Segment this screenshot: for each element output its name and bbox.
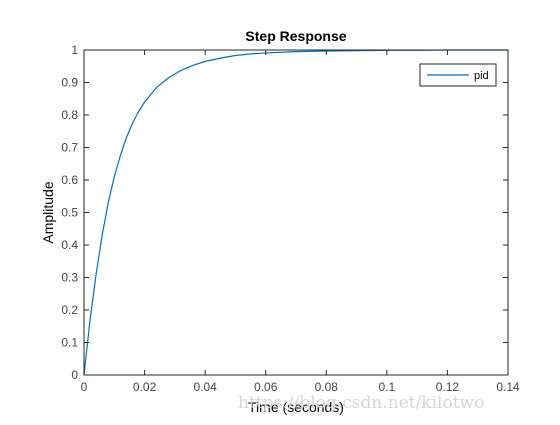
- y-tick-label: 0.8: [61, 108, 78, 122]
- x-tick-label: 0.04: [193, 380, 217, 394]
- x-axis-label: Time (seconds): [248, 399, 344, 415]
- y-tick-label: 0.5: [61, 206, 78, 220]
- y-tick-label: 0.4: [61, 238, 78, 252]
- chart-title: Step Response: [245, 28, 346, 44]
- y-tick-label: 0.6: [61, 173, 78, 187]
- legend[interactable]: pid: [419, 63, 497, 87]
- x-tick-label: 0.06: [254, 380, 278, 394]
- y-tick-label: 0.3: [61, 271, 78, 285]
- y-axis-label: Amplitude: [40, 181, 56, 243]
- x-tick-label: 0.14: [496, 380, 520, 394]
- x-tick-label: 0.1: [379, 380, 396, 394]
- y-tick-label: 0.9: [61, 76, 78, 90]
- x-tick-label: 0: [81, 380, 88, 394]
- y-tick-label: 0.7: [61, 141, 78, 155]
- x-tick-label: 0.12: [436, 380, 460, 394]
- plot-area: [84, 50, 508, 375]
- x-tick-label: 0.02: [133, 380, 157, 394]
- watermark: https://blog.csdn.net/kilotwo: [238, 393, 484, 413]
- x-tick-label: 0.08: [315, 380, 339, 394]
- y-tick-label: 0.2: [61, 303, 78, 317]
- y-tick-label: 1: [71, 43, 78, 57]
- legend-entry-pid: pid: [474, 70, 489, 82]
- y-tick-label: 0.1: [61, 336, 78, 350]
- y-tick-label: 0: [71, 368, 78, 382]
